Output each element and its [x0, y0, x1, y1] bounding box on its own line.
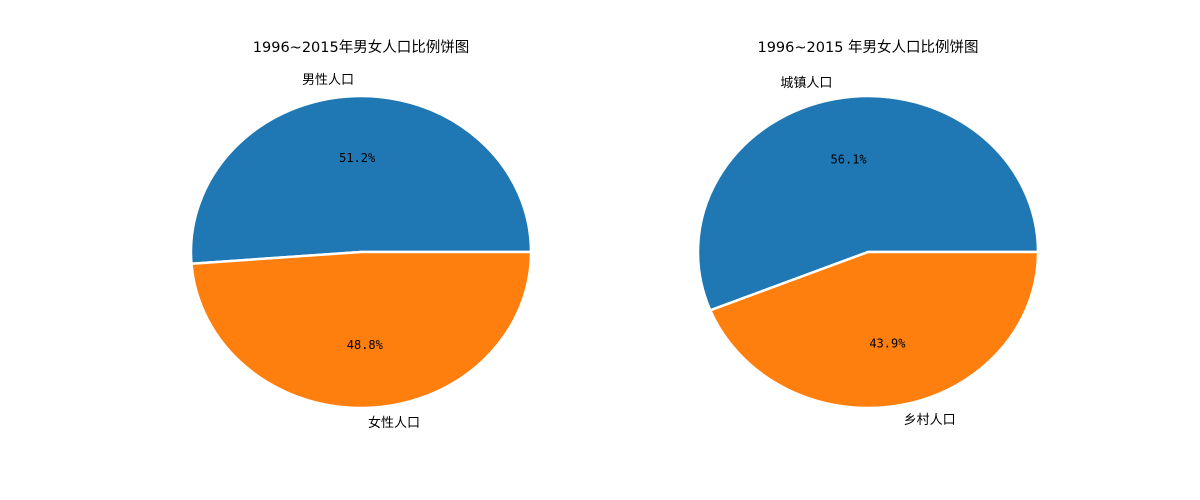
pie-slice-label: 男性人口 [302, 73, 354, 88]
pie-slice-label: 女性人口 [368, 415, 420, 431]
pie-slice-percent-label: 51.2% [339, 151, 376, 165]
pie-slice-label: 乡村人口 [904, 413, 956, 428]
pie-slice-percent-label: 48.8% [347, 338, 384, 352]
pie-slice-label: 城镇人口 [780, 76, 832, 91]
pie-slices [698, 96, 1038, 408]
pie-slice-percent-label: 56.1% [831, 153, 868, 167]
pie-slices [191, 96, 531, 408]
pie-slice-percent-label: 43.9% [869, 336, 906, 350]
chart-title: 1996~2015年男女人口比例饼图 [253, 38, 469, 56]
chart-title: 1996~2015 年男女人口比例饼图 [757, 38, 978, 56]
